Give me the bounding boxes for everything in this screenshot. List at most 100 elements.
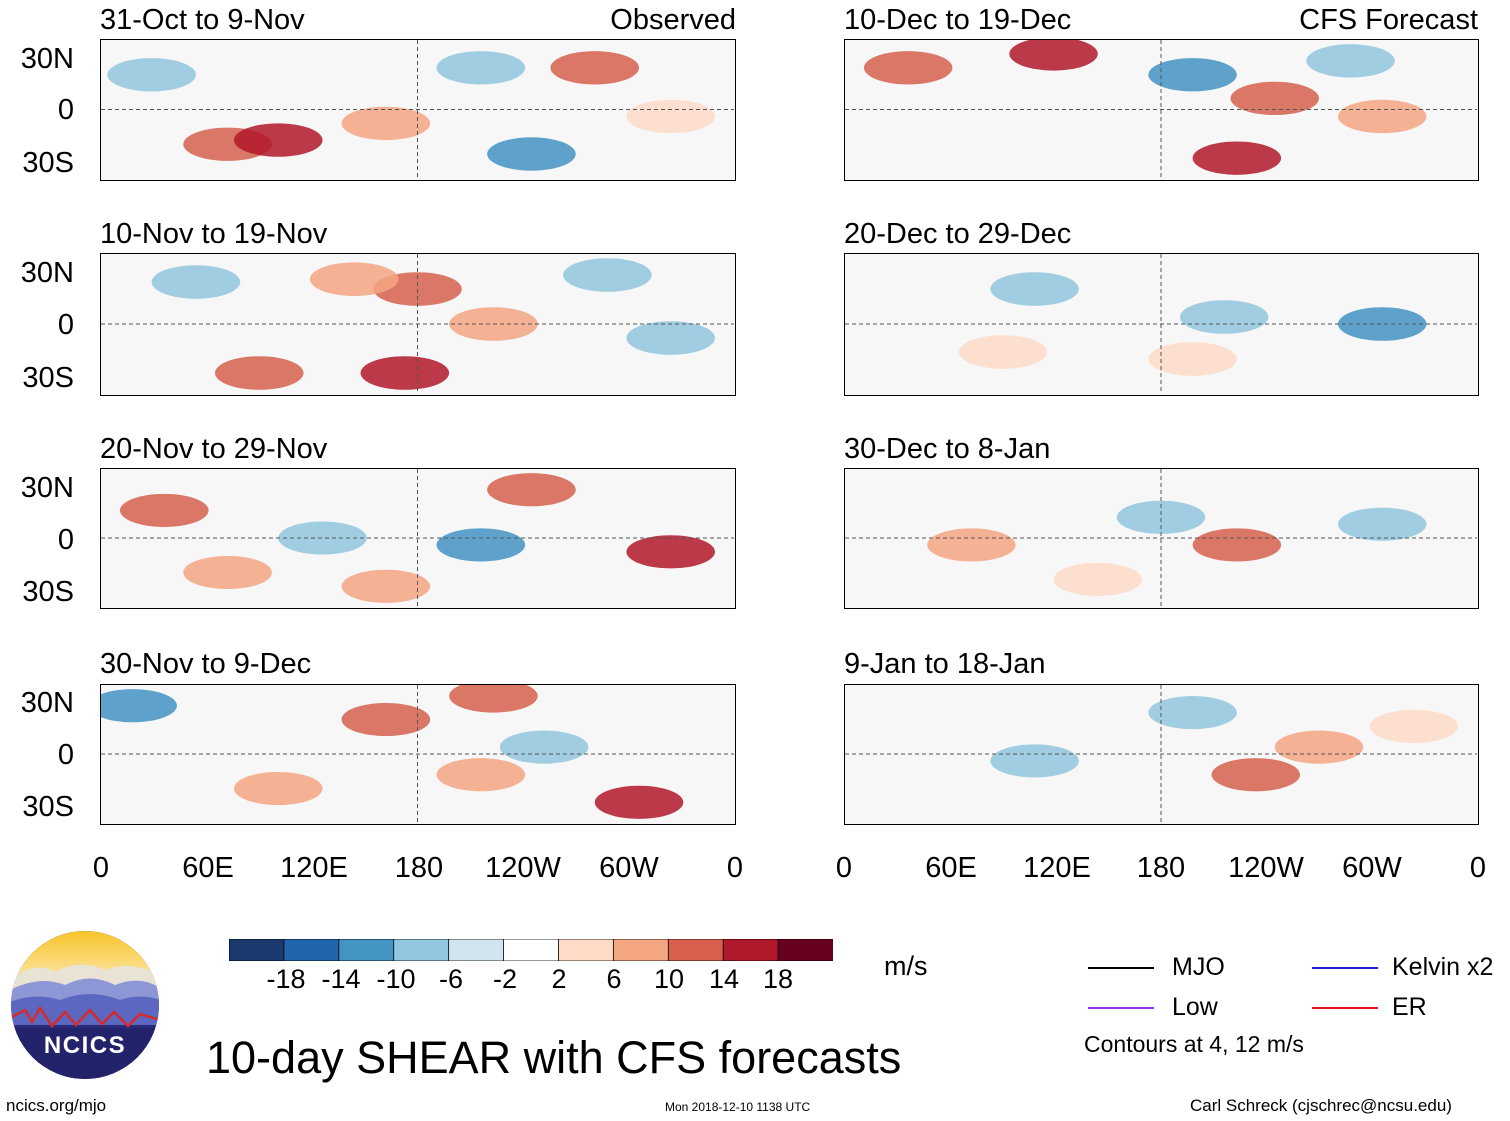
lat-label-30n: 30N [20, 43, 74, 75]
shear-anomaly-region [487, 137, 576, 171]
colorbar-tick-label: -18 [266, 964, 306, 994]
colorbar-tick-label: 10 [653, 964, 685, 994]
lat-label-eq: 0 [57, 524, 74, 556]
lat-label-30n: 30N [20, 687, 74, 719]
shear-anomaly-region [626, 321, 716, 355]
lon-label: 120W [1228, 852, 1304, 884]
main-title: 10-day SHEAR with CFS forecasts [206, 1032, 902, 1083]
shear-anomaly-region [436, 51, 526, 85]
shear-anomaly-region [341, 569, 431, 603]
shear-anomaly-region [958, 335, 1048, 369]
lon-label: 60E [182, 852, 234, 884]
map-panel-obs-2 [100, 253, 736, 396]
lon-label: 120E [280, 852, 348, 884]
panel-title-obs-2: 10-Nov to 19-Nov [100, 218, 328, 250]
colorbar [228, 938, 834, 962]
colorbar-tick-label: 2 [551, 964, 567, 994]
shear-anomaly-region [119, 493, 209, 527]
colorbar-tick-label: 14 [708, 964, 740, 994]
shear-anomaly-region [626, 99, 716, 134]
lat-label-eq: 0 [57, 309, 74, 341]
colorbar-tick-label: -10 [376, 964, 416, 994]
shear-anomaly-region [101, 689, 177, 723]
shear-anomaly-region [990, 744, 1079, 778]
shear-anomaly-region [1116, 500, 1206, 534]
lat-label-30s: 30S [22, 147, 74, 179]
panel-title-obs-4: 30-Nov to 9-Dec [100, 648, 312, 680]
map-panel-obs-3 [100, 468, 736, 609]
legend-line-low [1088, 1007, 1154, 1009]
colorbar-tick-label: 18 [762, 964, 794, 994]
map-panel-fc-3 [844, 468, 1479, 609]
shear-anomaly-region [563, 258, 652, 292]
shear-anomaly-region [1148, 696, 1237, 730]
map-panel-fc-4 [844, 684, 1479, 825]
shear-anomaly-region [1192, 141, 1282, 175]
shear-anomaly-region [499, 730, 589, 764]
shear-field-obs-1 [101, 40, 734, 179]
lon-label: 60W [1342, 852, 1402, 884]
shear-anomaly-region [1148, 58, 1237, 92]
shear-anomaly-region [278, 521, 367, 555]
shear-anomaly-region [1211, 758, 1301, 792]
colorbar-tick-label: -2 [492, 964, 517, 994]
shear-anomaly-region [360, 356, 450, 390]
shear-field-fc-3 [845, 469, 1477, 607]
colorbar-swatch [393, 938, 450, 962]
shear-anomaly-region [1192, 528, 1282, 562]
contours-note: Contours at 4, 12 m/s [1084, 1031, 1304, 1057]
shear-anomaly-region [487, 473, 576, 507]
map-panel-fc-2 [844, 253, 1479, 396]
shear-anomaly-region [1369, 709, 1459, 743]
lon-label: 120E [1023, 852, 1091, 884]
colorbar-swatches [228, 938, 834, 962]
lon-label: 60E [925, 852, 977, 884]
ncics-logo[interactable]: NCICS [10, 930, 160, 1080]
shear-anomaly-region [927, 528, 1016, 562]
shear-anomaly-region [990, 272, 1079, 306]
shear-anomaly-region [107, 58, 196, 92]
observed-header: Observed [610, 4, 736, 36]
shear-anomaly-region [341, 106, 431, 141]
shear-anomaly-region [1179, 300, 1269, 334]
lon-label: 0 [92, 852, 110, 884]
colorbar-swatch [558, 938, 615, 962]
legend-label-er: ER [1392, 993, 1427, 1021]
colorbar-swatch [503, 938, 560, 962]
lon-label: 0 [1469, 852, 1487, 884]
legend-line-er [1312, 1007, 1378, 1009]
colorbar-swatch [667, 938, 725, 962]
panel-title-obs-3: 20-Nov to 29-Nov [100, 433, 328, 465]
shear-anomaly-region [183, 555, 272, 590]
shear-anomaly-region [550, 51, 640, 85]
shear-anomaly-region [626, 535, 716, 569]
legend-label-kelvin: Kelvin x2 [1392, 953, 1494, 981]
footer-url[interactable]: ncics.org/mjo [6, 1096, 107, 1115]
shear-anomaly-region [1337, 307, 1427, 341]
colorbar-tick-label: -6 [438, 964, 463, 994]
panel-title-obs-1: 31-Oct to 9-Nov [100, 4, 305, 36]
map-panel-obs-4 [100, 684, 736, 825]
footer-timestamp: Mon 2018-12-10 1138 UTC [665, 1100, 811, 1114]
shear-field-fc-4 [845, 685, 1477, 823]
shear-anomaly-region [449, 685, 538, 713]
shear-anomaly-region [1306, 44, 1395, 78]
colorbar-swatch [722, 938, 779, 962]
colorbar-tick-label: -14 [321, 964, 361, 994]
cfs-forecast-header: CFS Forecast [1299, 4, 1478, 36]
shear-anomaly-region [436, 758, 526, 792]
lat-label-30n: 30N [20, 472, 74, 504]
colorbar-tick-label: 6 [606, 964, 622, 994]
colorbar-swatch [612, 938, 670, 962]
colorbar-swatch [283, 938, 340, 962]
legend-line-kelvin [1312, 967, 1378, 969]
logo-text: NCICS [44, 1032, 126, 1059]
shear-anomaly-region [233, 123, 323, 157]
shear-anomaly-region [1337, 507, 1427, 541]
lat-label-30s: 30S [22, 791, 74, 823]
shear-anomaly-region [1274, 730, 1364, 764]
shear-anomaly-region [1337, 99, 1427, 134]
colorbar-unit: m/s [884, 951, 928, 981]
shear-field-fc-2 [845, 254, 1477, 394]
shear-anomaly-region [233, 771, 323, 806]
